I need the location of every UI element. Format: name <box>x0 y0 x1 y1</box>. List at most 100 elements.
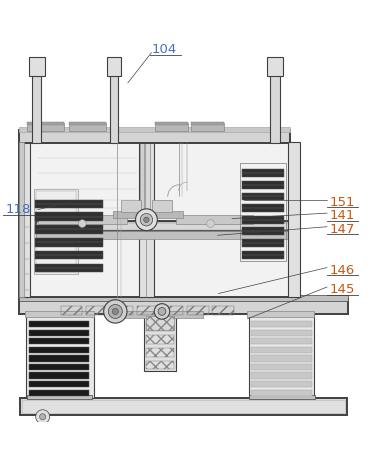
Bar <box>25 311 94 317</box>
Bar <box>146 335 174 344</box>
Bar <box>20 142 30 298</box>
Bar <box>187 306 209 315</box>
Bar <box>251 381 312 387</box>
Bar <box>121 200 140 212</box>
Bar <box>29 364 89 370</box>
Bar <box>139 142 154 298</box>
Bar <box>20 142 140 298</box>
Bar <box>35 263 103 272</box>
Bar <box>34 189 78 274</box>
Bar <box>37 223 291 230</box>
Circle shape <box>108 304 122 318</box>
Bar <box>29 321 89 328</box>
Bar <box>35 212 103 221</box>
Bar <box>242 204 284 212</box>
Bar <box>125 311 203 318</box>
Bar <box>110 59 118 143</box>
Bar <box>20 399 347 415</box>
Circle shape <box>207 220 215 228</box>
Bar <box>86 306 108 315</box>
Bar <box>242 239 284 247</box>
Bar <box>27 395 92 399</box>
Bar <box>145 140 150 228</box>
Bar <box>112 306 133 315</box>
Bar <box>29 347 89 353</box>
Bar <box>162 306 183 315</box>
Bar <box>213 306 234 315</box>
Bar <box>146 142 290 298</box>
Bar <box>37 215 127 223</box>
Text: 104: 104 <box>151 43 177 56</box>
Bar <box>29 330 89 336</box>
Text: 151: 151 <box>329 196 355 209</box>
Text: 141: 141 <box>329 209 355 222</box>
Circle shape <box>154 303 170 319</box>
Bar <box>29 381 89 387</box>
Bar <box>155 122 188 125</box>
Circle shape <box>158 308 166 315</box>
Bar <box>146 361 174 369</box>
Bar <box>35 225 103 234</box>
Bar <box>27 123 64 131</box>
Bar <box>251 347 312 353</box>
Bar <box>191 122 224 125</box>
Circle shape <box>78 220 86 228</box>
Bar <box>250 310 315 314</box>
Bar <box>61 306 82 315</box>
Bar <box>267 56 283 76</box>
Bar <box>250 395 315 399</box>
Bar <box>242 228 284 235</box>
Bar <box>20 130 290 143</box>
Bar <box>35 200 103 208</box>
Bar <box>29 389 89 396</box>
Text: 145: 145 <box>329 283 355 296</box>
Bar <box>250 312 314 398</box>
Bar <box>146 316 174 330</box>
Bar <box>146 322 174 331</box>
Bar <box>191 123 224 131</box>
Bar <box>251 338 312 344</box>
Text: 147: 147 <box>329 223 355 236</box>
Circle shape <box>144 217 149 222</box>
Bar <box>152 200 172 212</box>
Bar <box>288 142 300 298</box>
Bar <box>20 142 24 298</box>
Bar <box>35 221 292 232</box>
Bar <box>35 191 76 272</box>
Bar <box>27 122 64 125</box>
Bar <box>20 299 348 314</box>
Bar <box>155 123 188 131</box>
Bar <box>242 169 284 177</box>
Circle shape <box>140 213 152 226</box>
Bar <box>29 338 89 344</box>
Bar <box>240 163 286 261</box>
Bar <box>26 312 94 398</box>
Bar <box>22 400 345 413</box>
Bar <box>27 310 92 314</box>
Bar <box>176 215 253 223</box>
Bar <box>251 389 312 396</box>
Bar <box>29 355 89 362</box>
Bar <box>69 122 106 125</box>
Bar <box>113 211 183 218</box>
Circle shape <box>136 209 157 231</box>
Bar <box>242 251 284 258</box>
Bar <box>29 373 89 379</box>
Bar <box>137 306 158 315</box>
Bar <box>251 364 312 370</box>
Bar <box>107 56 121 76</box>
Bar <box>29 56 45 76</box>
Bar <box>35 251 103 259</box>
Bar <box>251 330 312 336</box>
Circle shape <box>39 414 46 420</box>
Text: 146: 146 <box>329 264 355 277</box>
Circle shape <box>35 410 50 424</box>
Bar <box>32 59 41 143</box>
Bar <box>146 348 174 357</box>
Text: 118: 118 <box>5 203 31 216</box>
Bar <box>35 238 103 247</box>
Bar <box>270 59 280 143</box>
Bar <box>251 321 312 328</box>
Bar <box>251 373 312 379</box>
Bar <box>251 355 312 362</box>
